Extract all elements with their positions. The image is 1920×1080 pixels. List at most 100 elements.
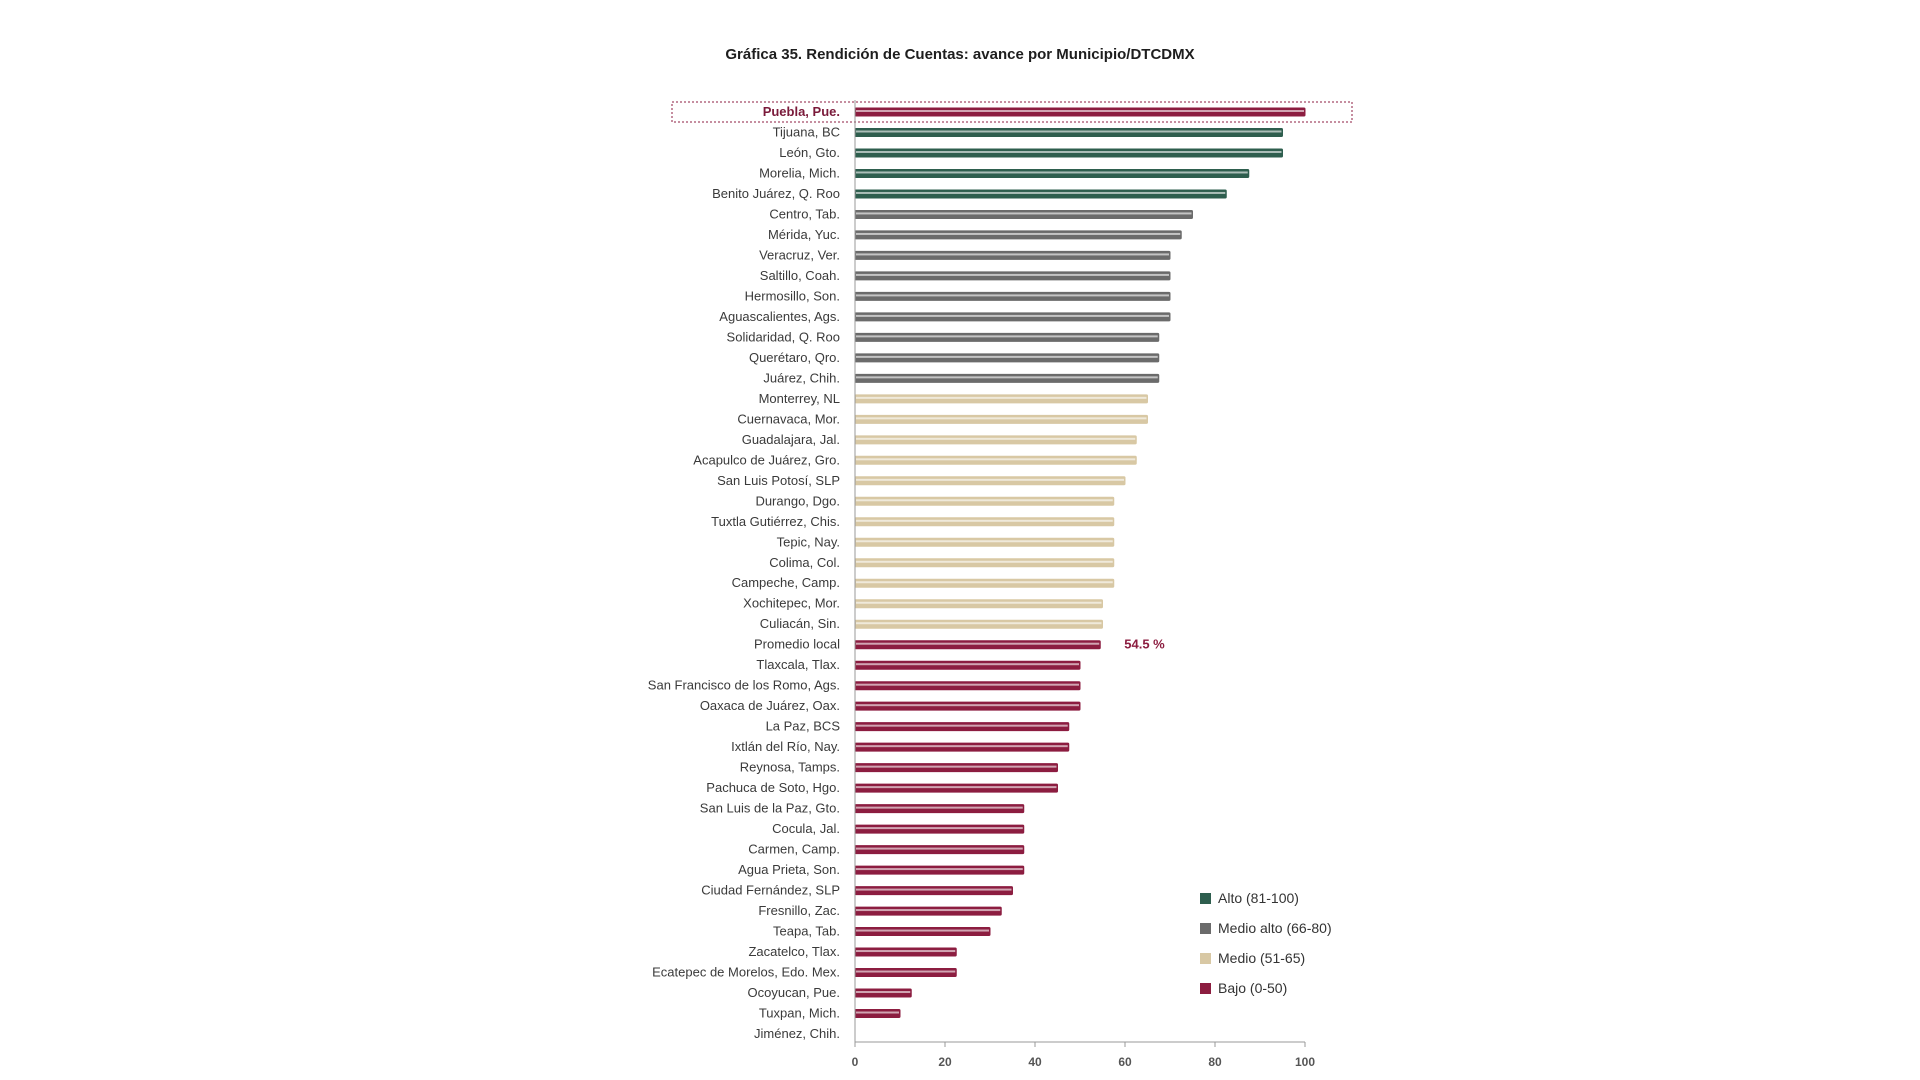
bar-shine: [856, 745, 1068, 748]
legend: Alto (81-100) Medio alto (66-80) Medio (51…: [1200, 890, 1332, 996]
bar-shine: [856, 929, 989, 932]
bar-shine: [856, 868, 1023, 871]
category-label: Tijuana, BC: [773, 124, 840, 139]
bar-shine: [856, 806, 1023, 809]
x-axis: 0 20 40 60 80 100: [852, 100, 1315, 1069]
bar-shine: [856, 970, 956, 973]
bar-shine: [856, 499, 1113, 502]
bar-shine: [856, 191, 1226, 194]
category-label: Jiménez, Chih.: [754, 1026, 840, 1041]
bar-shine: [856, 376, 1158, 379]
category-label: Aguascalientes, Ags.: [719, 309, 840, 324]
category-label: Colima, Col.: [769, 555, 840, 570]
category-label: Tepic, Nay.: [777, 534, 840, 549]
category-labels: Puebla, Pue. Tijuana, BC León, Gto. Morelia…: [648, 104, 1165, 1041]
legend-swatch: [1200, 893, 1211, 904]
legend-label: Bajo (0-50): [1218, 980, 1287, 996]
bar-shine: [856, 232, 1181, 235]
bar-shine: [856, 663, 1079, 666]
legend-label: Medio (51-65): [1218, 950, 1305, 966]
bar-shine: [856, 642, 1100, 645]
bar-shine: [856, 437, 1136, 440]
bar-shine: [856, 581, 1113, 584]
category-label: Benito Juárez, Q. Roo: [712, 186, 840, 201]
legend-swatch: [1200, 953, 1211, 964]
category-label: Tuxpan, Mich.: [759, 1006, 840, 1021]
bar-shine: [856, 991, 911, 994]
bar-shine: [856, 827, 1023, 830]
x-tick-label: 80: [1208, 1055, 1222, 1069]
category-label: Ecatepec de Morelos, Edo. Mex.: [652, 965, 840, 980]
bar-shine: [856, 519, 1113, 522]
category-label: Cuernavaca, Mor.: [737, 411, 840, 426]
bar-shine: [856, 622, 1102, 625]
bar-shine: [856, 110, 1304, 112]
bar-shine: [856, 1011, 899, 1014]
category-label: Tlaxcala, Tlax.: [756, 657, 840, 672]
bar-shine: [856, 335, 1158, 338]
x-tick-label: 100: [1295, 1055, 1315, 1069]
bar-shine: [856, 601, 1102, 604]
bar-shine: [856, 417, 1147, 420]
category-label: Promedio local: [754, 637, 840, 652]
x-tick-label: 60: [1118, 1055, 1132, 1069]
category-label: Acapulco de Juárez, Gro.: [693, 452, 840, 467]
bar-shine: [856, 683, 1079, 686]
bar-shine: [856, 847, 1023, 850]
bar-shine: [856, 950, 956, 953]
category-label: Ciudad Fernández, SLP: [701, 883, 840, 898]
bar-shine: [856, 724, 1068, 727]
highlight-box: [671, 101, 1353, 123]
category-label: Zacatelco, Tlax.: [748, 944, 840, 959]
category-label: Tuxtla Gutiérrez, Chis.: [711, 514, 840, 529]
bar-shine: [856, 765, 1057, 768]
category-label: León, Gto.: [779, 145, 840, 160]
category-label: Carmen, Camp.: [748, 842, 840, 857]
category-label: Ixtlán del Río, Nay.: [731, 739, 840, 754]
category-label: Querétaro, Qro.: [749, 350, 840, 365]
bar-shine: [856, 150, 1282, 153]
category-label: Teapa, Tab.: [773, 924, 840, 939]
category-label: Juárez, Chih.: [763, 370, 840, 385]
category-label: Guadalajara, Jal.: [742, 432, 840, 447]
category-label: Reynosa, Tamps.: [740, 760, 840, 775]
category-label: Campeche, Camp.: [732, 575, 840, 590]
legend-swatch: [1200, 923, 1211, 934]
bar-shine: [856, 130, 1282, 133]
category-label: Monterrey, NL: [759, 391, 840, 406]
legend-label: Alto (81-100): [1218, 890, 1299, 906]
bar-shine: [856, 171, 1248, 174]
bar-shine: [856, 273, 1169, 276]
bar: [854, 250, 1171, 260]
category-label: Oaxaca de Juárez, Oax.: [700, 698, 840, 713]
category-label: Centro, Tab.: [769, 206, 840, 221]
bars-layer: [854, 107, 1306, 1019]
bar-shine: [856, 704, 1079, 707]
bar-shine: [856, 314, 1169, 317]
bar-shine: [856, 355, 1158, 358]
bar-shine: [856, 253, 1169, 256]
category-label: Mérida, Yuc.: [768, 227, 840, 242]
bar-shine: [856, 458, 1136, 461]
category-label: Saltillo, Coah.: [760, 268, 840, 283]
x-tick-label: 40: [1028, 1055, 1042, 1069]
highlight-layer: [671, 101, 1353, 123]
bar-shine: [856, 294, 1169, 297]
category-label: San Luis de la Paz, Gto.: [700, 801, 840, 816]
x-tick-label: 20: [938, 1055, 952, 1069]
category-label: Hermosillo, Son.: [745, 288, 840, 303]
category-label: Ocoyucan, Pue.: [748, 985, 841, 1000]
bar-shine: [856, 888, 1012, 891]
category-label: Pachuca de Soto, Hgo.: [706, 780, 840, 795]
category-label: Fresnillo, Zac.: [758, 903, 840, 918]
legend-swatch: [1200, 983, 1211, 994]
chart-title: Gráfica 35. Rendición de Cuentas: avance…: [725, 46, 1195, 63]
average-label: 54.5 %: [1124, 637, 1165, 652]
category-label: Durango, Dgo.: [755, 493, 840, 508]
category-label: Xochitepec, Mor.: [743, 596, 840, 611]
category-label: Agua Prieta, Son.: [738, 862, 840, 877]
bar-shine: [856, 560, 1113, 563]
category-label: Puebla, Pue.: [763, 104, 840, 119]
category-label: Cocula, Jal.: [772, 821, 840, 836]
